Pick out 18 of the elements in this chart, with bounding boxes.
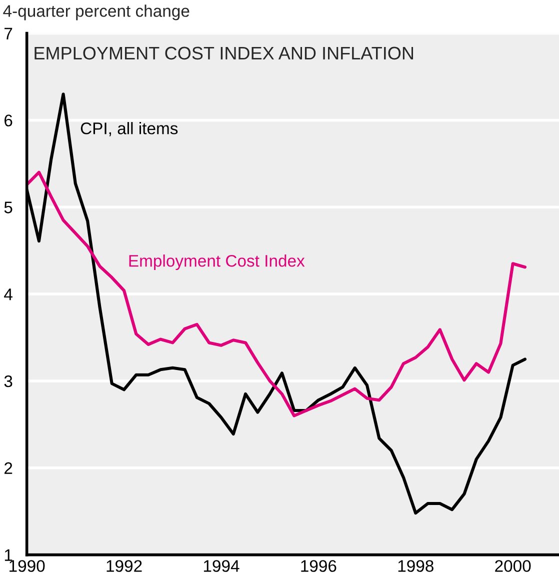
y-tick-label: 3 bbox=[4, 375, 12, 388]
series-label: Employment Cost Index bbox=[129, 254, 305, 270]
x-tick-label: 2000 bbox=[495, 560, 531, 572]
y-tick-label: 1 bbox=[4, 549, 12, 561]
series-label: CPI, all items bbox=[80, 122, 178, 136]
text: EMPLOYMENT COST INDEX AND INFLATION bbox=[34, 46, 414, 60]
x-tick-label: 1992 bbox=[106, 560, 142, 572]
y-axis-title: 4-quarter percent change bbox=[3, 4, 190, 20]
y-tick-label: 6 bbox=[4, 114, 12, 126]
x-tick-label: 1990 bbox=[10, 560, 45, 572]
x-tick-label: 1996 bbox=[301, 560, 336, 572]
y-tick-label: 5 bbox=[4, 202, 12, 214]
x-tick-label: 1998 bbox=[398, 560, 434, 572]
line-series bbox=[26, 170, 527, 418]
x-tick-label: 1994 bbox=[204, 560, 240, 572]
y-tick-label: 2 bbox=[4, 462, 12, 474]
y-tick-label: 7 bbox=[4, 28, 12, 40]
y-tick-label: 4 bbox=[4, 288, 12, 300]
